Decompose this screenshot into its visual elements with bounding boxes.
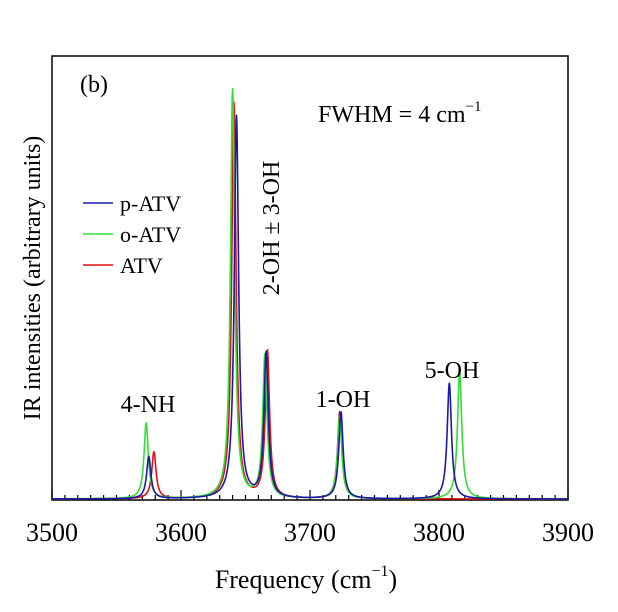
x-tick-label: 3800 — [413, 518, 465, 547]
series-line-p-atv — [51, 114, 569, 500]
annotation-5-oh: 5-OH — [425, 358, 480, 384]
panel-label: (b) — [80, 72, 108, 98]
legend-label-o-atv: o-ATV — [120, 222, 181, 247]
x-tick-label: 3600 — [155, 518, 207, 547]
annotation-1-oh: 1-OH — [316, 387, 371, 413]
series-line-o-atv — [51, 87, 569, 500]
legend: p-ATV o-ATV ATV — [83, 191, 181, 278]
x-tick-label: 3700 — [284, 518, 336, 547]
legend-label-p-atv: p-ATV — [120, 191, 181, 216]
annotation-2-oh-3-oh: 2-OH ± 3-OH — [259, 161, 285, 295]
series-line-atv — [51, 101, 569, 500]
plot-frame — [51, 55, 569, 501]
fwhm-label: FWHM = 4 cm−1 — [318, 99, 482, 128]
y-axis-label: IR intensities (arbitrary units) — [20, 136, 46, 421]
x-tick-label: 3900 — [542, 518, 594, 547]
annotation-4-nh: 4-NH — [121, 392, 176, 418]
series-layer — [51, 87, 569, 500]
legend-label-atv: ATV — [120, 253, 163, 278]
x-axis-label: Frequency (cm−1) — [215, 563, 397, 594]
x-axis-ticks: 3500 3600 3700 3800 3900 — [26, 490, 594, 547]
x-tick-label: 3500 — [26, 518, 78, 547]
